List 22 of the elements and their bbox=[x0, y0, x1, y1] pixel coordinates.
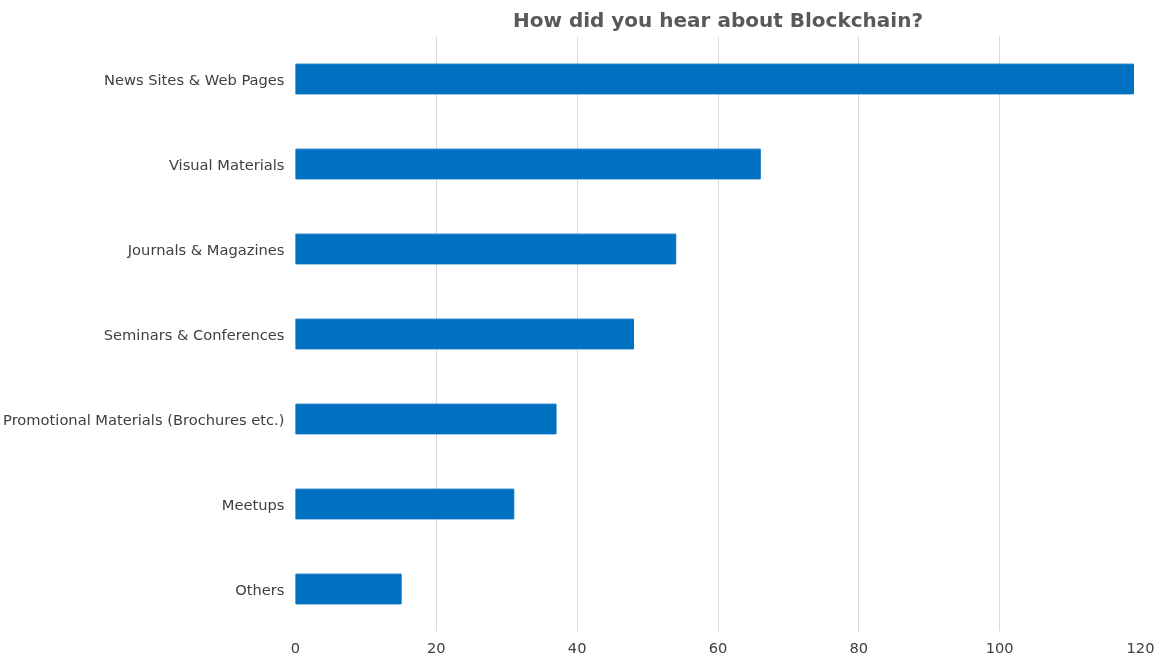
x-tick-label: 120 bbox=[1126, 638, 1155, 656]
y-tick-label: Journals & Magazines bbox=[126, 240, 285, 258]
y-tick-label: Promotional Materials (Brochures etc.) bbox=[3, 410, 285, 428]
x-tick-label: 60 bbox=[708, 638, 728, 656]
y-tick-label: News Sites & Web Pages bbox=[103, 70, 285, 88]
bar bbox=[295, 318, 634, 350]
x-tick-label: 0 bbox=[290, 638, 301, 656]
x-tick-label: 20 bbox=[427, 638, 446, 656]
bar bbox=[295, 573, 402, 605]
y-tick-label: Others bbox=[235, 580, 285, 598]
x-tick-label: 40 bbox=[567, 638, 587, 656]
bar bbox=[295, 148, 761, 180]
bar bbox=[295, 403, 557, 435]
x-tick-label: 80 bbox=[849, 638, 869, 656]
y-tick-label: Seminars & Conferences bbox=[103, 325, 285, 343]
bar bbox=[295, 488, 515, 520]
bar bbox=[295, 63, 1134, 95]
y-tick-label: Meetups bbox=[221, 495, 285, 513]
bar bbox=[295, 233, 677, 265]
x-tick-label: 100 bbox=[985, 638, 1014, 656]
y-tick-label: Visual Materials bbox=[168, 155, 285, 173]
chart-title: How did you hear about Blockchain? bbox=[512, 7, 924, 32]
